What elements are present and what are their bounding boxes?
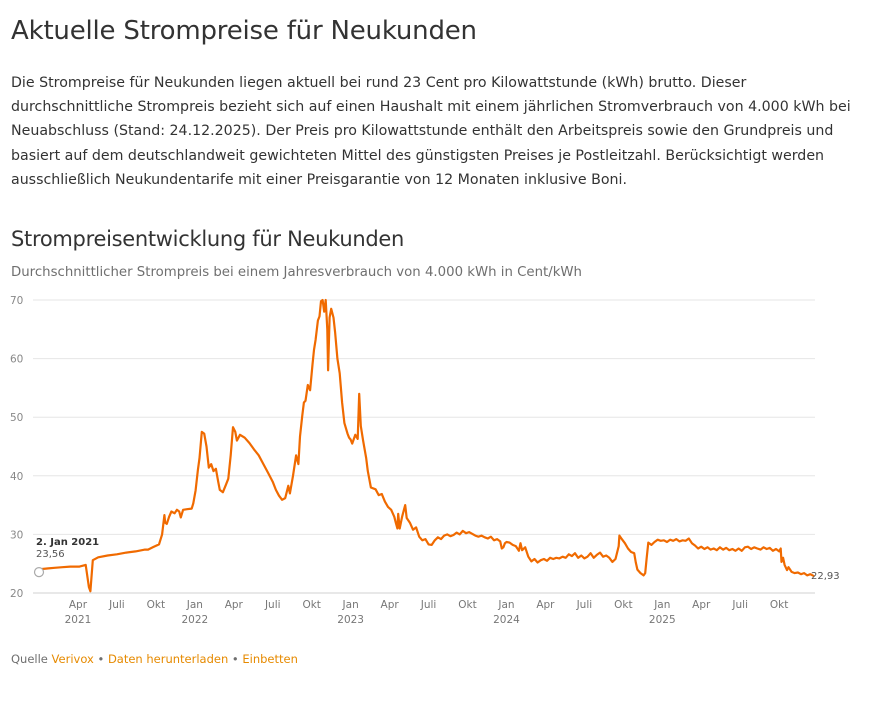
download-data-link[interactable]: Daten herunterladen (107, 652, 229, 666)
chart-grid (33, 299, 815, 594)
x-tick-label: Juli (576, 599, 593, 611)
footer-separator: • (231, 652, 239, 666)
x-axis: Apr 2021 Juli Okt Jan 2022 Apr Juli Okt Jan 2023 Ap… (65, 599, 789, 626)
price-series-line[interactable] (37, 298, 815, 593)
x-tick-label: Okt (458, 599, 476, 611)
x-tick-label: Apr (69, 599, 88, 611)
x-tick-label: Okt (302, 599, 320, 611)
end-value-label: 22,93 (811, 571, 840, 582)
chart-footer: Quelle Verivox • Daten herunterladen • E… (11, 652, 298, 666)
x-tick-label: Apr (692, 599, 711, 611)
x-tick-label: Jan (497, 599, 514, 611)
chart-subtitle: Durchschnittlicher Strompreis bei einem … (11, 265, 582, 280)
x-tick-label: Okt (770, 599, 788, 611)
x-tick-year-label: 2021 (65, 614, 92, 626)
x-tick-year-label: 2024 (493, 614, 520, 626)
x-tick-label: Okt (147, 599, 165, 611)
x-tick-year-label: 2022 (181, 614, 208, 626)
chart-title: Strompreisentwicklung für Neukunden (11, 227, 405, 251)
intro-paragraph: Die Strompreise für Neukunden liegen akt… (11, 75, 851, 188)
x-tick-label: Juli (108, 599, 125, 611)
x-tick-label: Juli (420, 599, 437, 611)
y-tick-label: 40 (10, 471, 23, 483)
x-tick-label: Apr (536, 599, 555, 611)
y-tick-label: 70 (10, 295, 23, 307)
x-tick-label: Okt (614, 599, 632, 611)
y-tick-label: 60 (10, 354, 23, 366)
footer-separator: • (97, 652, 105, 666)
y-tick-label: 50 (10, 412, 23, 424)
start-annotation-value: 23,56 (36, 549, 65, 560)
start-annotation-date: 2. Jan 2021 (36, 537, 99, 548)
x-tick-label: Apr (225, 599, 244, 611)
page-title: Aktuelle Strompreise für Neukunden (11, 16, 477, 46)
y-tick-label: 30 (10, 529, 23, 541)
embed-link[interactable]: Einbetten (242, 652, 298, 666)
price-line-chart[interactable]: 20 30 40 50 60 70 Apr 2021 Juli Okt Jan 2022 Apr Jul… (0, 285, 871, 635)
y-tick-label: 20 (10, 588, 23, 600)
x-tick-label: Jan (342, 599, 359, 611)
x-tick-label: Juli (264, 599, 281, 611)
y-axis: 20 30 40 50 60 70 (10, 295, 23, 600)
x-tick-year-label: 2023 (337, 614, 364, 626)
start-point-marker[interactable] (33, 567, 45, 578)
x-tick-label: Juli (731, 599, 748, 611)
source-link-verivox[interactable]: Verivox (51, 652, 94, 666)
x-tick-label: Jan (653, 599, 670, 611)
source-label: Quelle (11, 652, 48, 666)
x-tick-year-label: 2025 (649, 614, 676, 626)
x-tick-label: Apr (381, 599, 400, 611)
x-tick-label: Jan (186, 599, 203, 611)
